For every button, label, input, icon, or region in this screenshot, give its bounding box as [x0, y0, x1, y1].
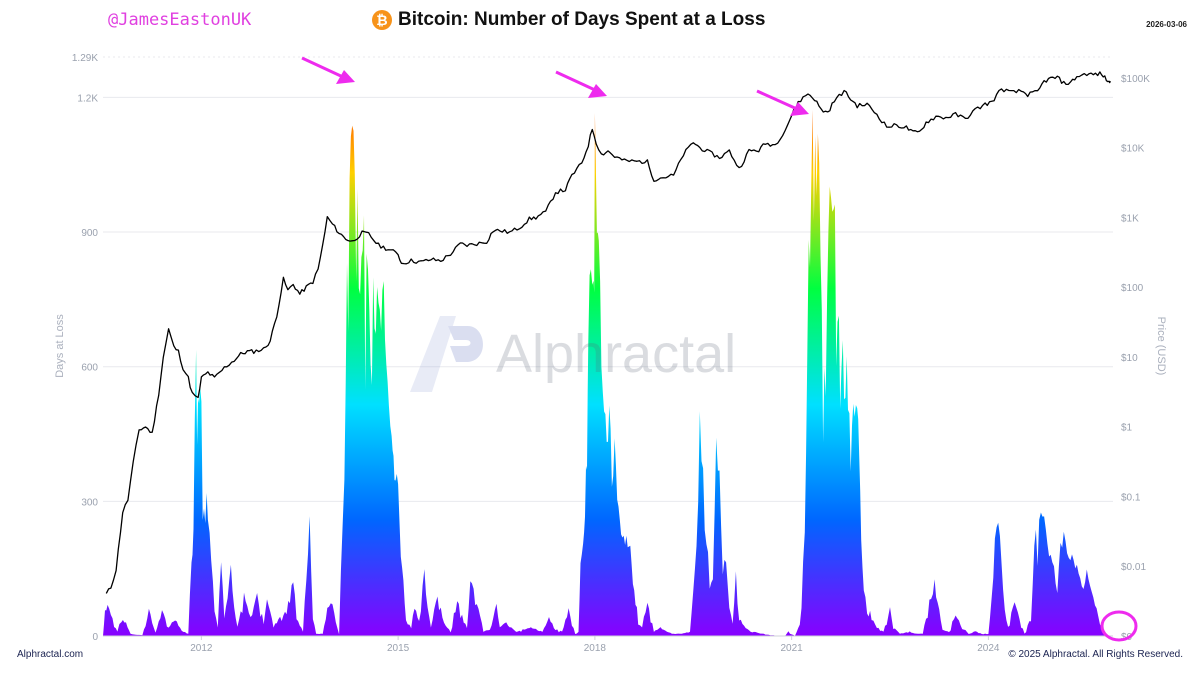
x-tick-label: 2018	[584, 643, 607, 654]
x-tick-label: 2012	[190, 643, 213, 654]
y2-axis-ticks: $0$0.01$0.1$1$10$100$1K$10K$100K	[1121, 74, 1150, 643]
y-tick-label: 900	[81, 228, 98, 239]
y-tick-label: 1.29K	[72, 53, 98, 64]
x-tick-label: 2024	[977, 643, 1000, 654]
watermark: Alphractal	[410, 316, 736, 392]
y2-tick-label: $10K	[1121, 144, 1145, 155]
footer-copyright: © 2025 Alphractal. All Rights Reserved.	[1008, 649, 1183, 660]
y2-axis-label: Price (USD)	[1155, 317, 1167, 376]
price-line-group	[105, 71, 1111, 594]
y2-tick-label: $1	[1121, 423, 1133, 434]
alphractal-logo-icon	[410, 316, 484, 392]
price-line	[105, 71, 1111, 594]
annotation-arrows	[301, 56, 1138, 642]
days-at-loss-area-path	[103, 109, 1107, 636]
days-at-loss-area	[103, 109, 1107, 636]
y2-tick-label: $100	[1121, 283, 1144, 294]
x-tick-label: 2015	[387, 643, 410, 654]
arrow-peak-2021	[756, 89, 798, 111]
title-group: ₿ Bitcoin: Number of Days Spent at a Los…	[372, 9, 765, 31]
arrow-peak-2018-head	[588, 84, 607, 98]
y2-tick-label: $1K	[1121, 213, 1139, 224]
x-tick-label: 2021	[781, 643, 804, 654]
bitcoin-icon: ₿	[372, 10, 392, 30]
y2-tick-label: $0.1	[1121, 492, 1141, 503]
arrow-peak-2014	[301, 56, 344, 79]
y2-tick-label: $100K	[1121, 74, 1150, 85]
watermark-text: Alphractal	[496, 324, 737, 384]
chart-date: 2026-03-06	[1146, 20, 1187, 29]
y-tick-label: 600	[81, 363, 98, 374]
arrow-peak-2021-head	[790, 102, 809, 116]
y-tick-label: 300	[81, 497, 98, 508]
y2-tick-label: $0.01	[1121, 562, 1146, 573]
x-axis-ticks: 2012 2015 2018 2021 2024	[103, 635, 1113, 654]
arrow-peak-2014-head	[336, 70, 355, 84]
chart-title: Bitcoin: Number of Days Spent at a Loss	[398, 9, 766, 30]
y-axis-label: Days at Loss	[54, 314, 66, 378]
highlight-circle-recent	[1100, 610, 1138, 642]
y-tick-label: 0	[92, 632, 98, 643]
y2-tick-label: $10	[1121, 353, 1138, 364]
arrow-peak-2018	[555, 70, 596, 92]
y-tick-label: 1.2K	[77, 93, 98, 104]
grid-lines	[103, 56, 1113, 502]
author-handle: @JamesEastonUK	[108, 10, 252, 30]
y-axis-ticks: 0 300 600 900 1.2K 1.29K	[72, 53, 99, 643]
footer-site: Alphractal.com	[17, 649, 84, 660]
